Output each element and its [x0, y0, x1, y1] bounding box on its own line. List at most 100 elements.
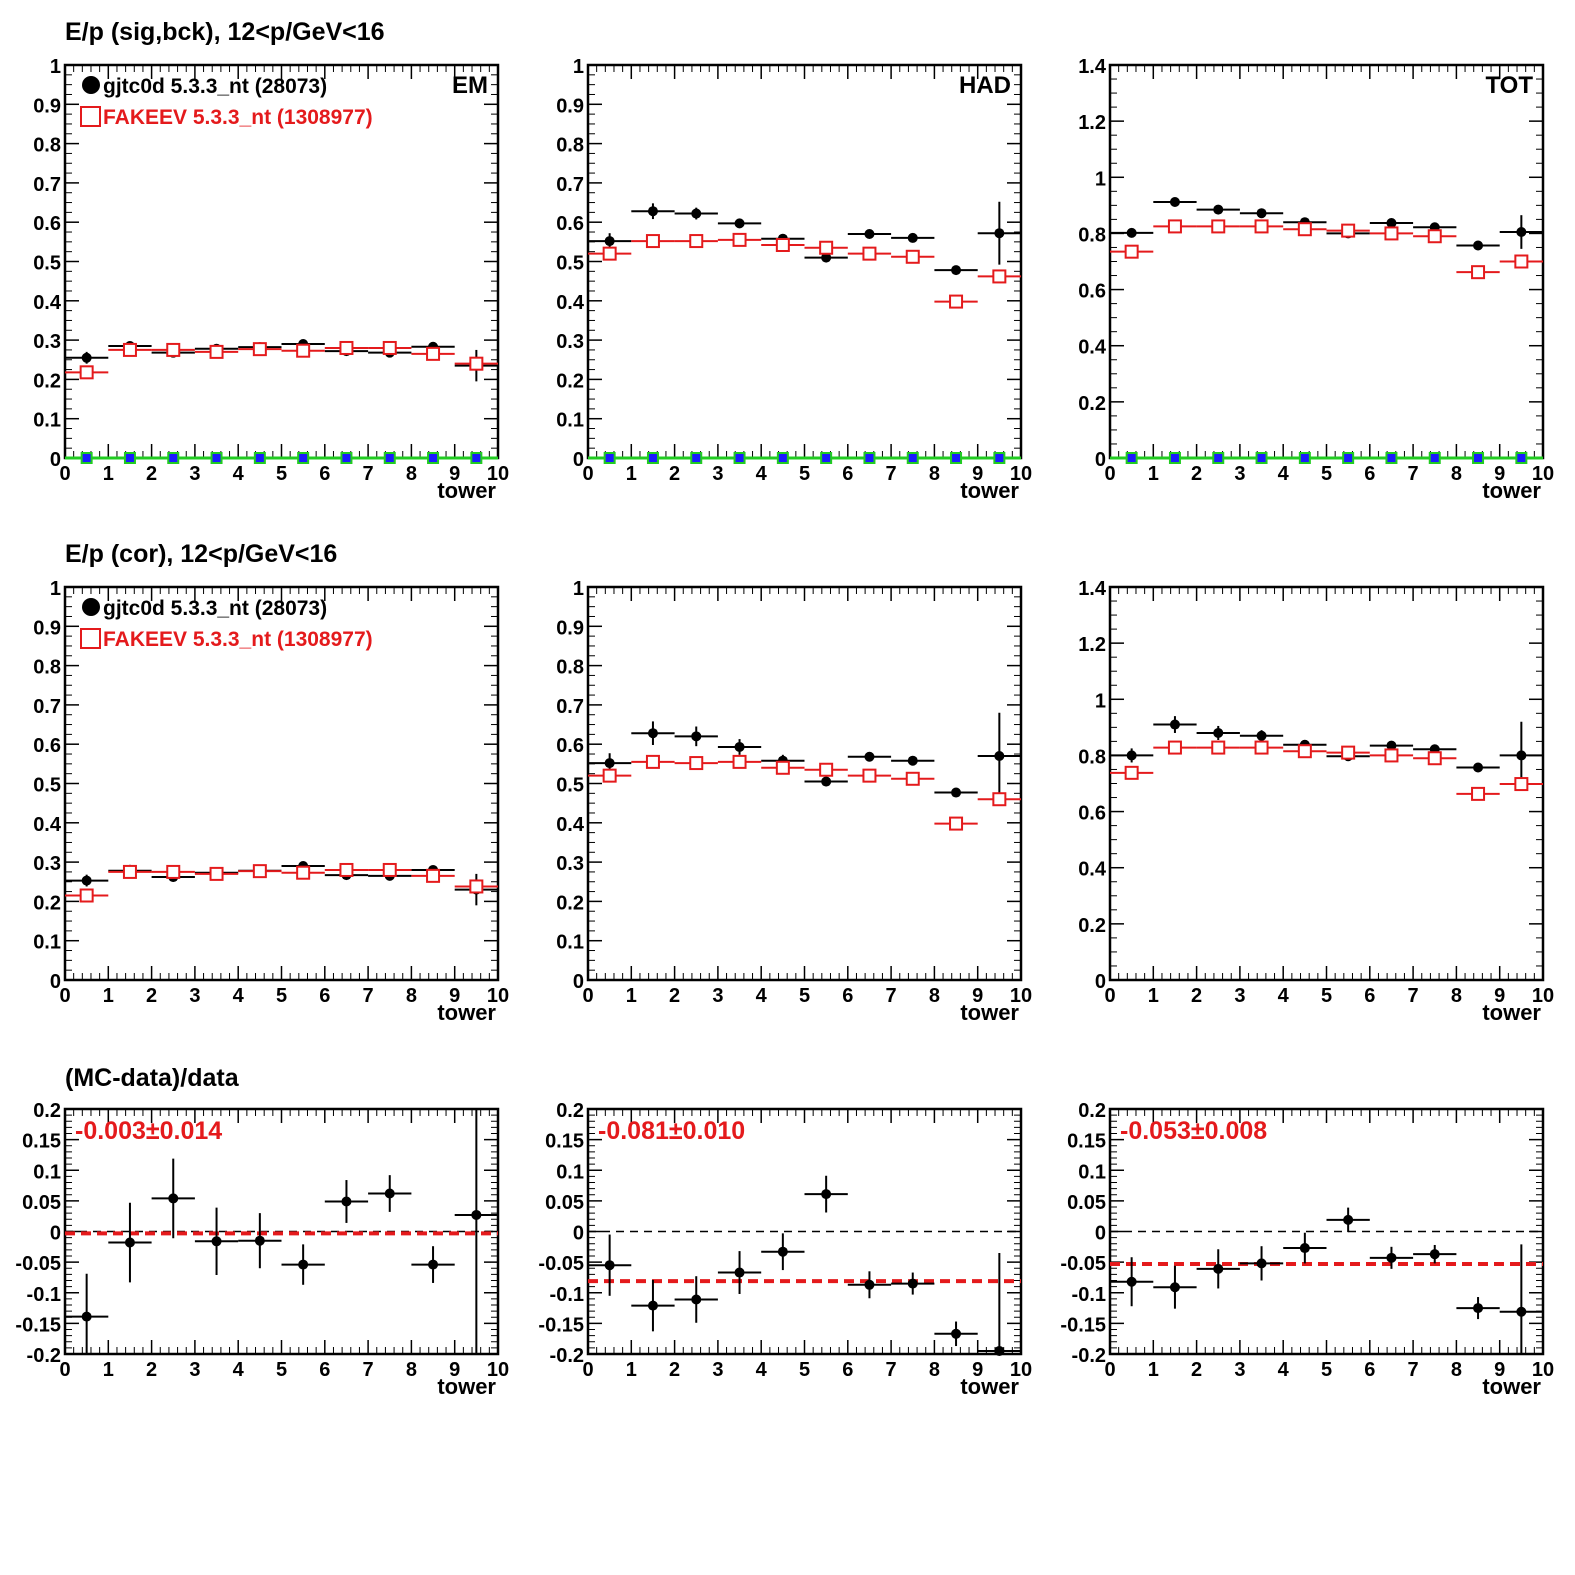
- y-tick-label: 0.05: [1067, 1192, 1106, 1214]
- x-tick-label: 9: [1494, 463, 1505, 485]
- x-tick-label: 0: [59, 985, 70, 1007]
- mc-marker: [992, 792, 1007, 807]
- x-tick-label: 10: [1010, 985, 1032, 1007]
- legend-label-mc: FAKEEV 5.3.3_nt (1308977): [103, 628, 373, 651]
- x-tick-label: 5: [1321, 1359, 1332, 1381]
- mc-marker: [949, 816, 964, 831]
- y-tick-label: -0.05: [538, 1253, 584, 1275]
- y-tick-label: 0.6: [1078, 803, 1106, 825]
- mc-marker: [819, 762, 834, 777]
- data-point: [994, 228, 1005, 239]
- x-tick-label: 1: [103, 1359, 114, 1381]
- mc-marker: [1211, 740, 1226, 755]
- data-point: [907, 755, 918, 766]
- legend-marker-mc: [80, 106, 101, 127]
- mc-marker: [905, 771, 920, 786]
- y-tick-label: -0.2: [27, 1345, 61, 1367]
- x-tick-label: 9: [449, 985, 460, 1007]
- mc-marker: [426, 346, 441, 361]
- mc-marker: [122, 864, 137, 879]
- x-axis-title: tower: [437, 1374, 496, 1399]
- x-tick-label: 10: [1532, 985, 1554, 1007]
- y-tick-label: 0: [1095, 971, 1106, 993]
- y-tick-label: 0.6: [33, 213, 61, 235]
- ratio-point: [1213, 1263, 1224, 1274]
- x-tick-label: 0: [582, 463, 593, 485]
- y-tick-label: 0: [573, 1223, 584, 1245]
- bck-marker: [1385, 452, 1398, 464]
- legend-label-data: gjtc0d 5.3.3_nt (28073): [103, 75, 327, 98]
- y-tick-label: 0.4: [556, 814, 585, 836]
- y-tick-label: 0.6: [556, 213, 584, 235]
- y-tick-label: 0.7: [556, 174, 584, 196]
- x-tick-label: 6: [1364, 1359, 1375, 1381]
- ratio-point: [428, 1259, 439, 1270]
- ratio-point: [298, 1259, 309, 1270]
- x-tick-label: 2: [146, 985, 157, 1007]
- y-tick-label: 0.8: [1078, 224, 1106, 246]
- x-tick-label: 3: [712, 985, 723, 1007]
- x-tick-label: 2: [146, 463, 157, 485]
- x-tick-label: 6: [319, 1359, 330, 1381]
- data-point: [691, 731, 702, 742]
- mc-marker: [775, 237, 790, 252]
- x-tick-label: 5: [276, 463, 287, 485]
- data-point: [734, 218, 745, 229]
- ratio-point: [1126, 1276, 1137, 1287]
- mean-annotation: -0.003±0.014: [75, 1117, 222, 1145]
- y-tick-label: 0.5: [556, 253, 584, 275]
- bck-marker: [80, 452, 93, 464]
- data-point: [1256, 730, 1267, 741]
- data-point: [1256, 208, 1267, 219]
- mc-marker: [1471, 265, 1486, 280]
- y-tick-label: 0.15: [545, 1131, 584, 1153]
- data-point: [1473, 240, 1484, 251]
- x-tick-label: 5: [276, 1359, 287, 1381]
- mc-marker: [1514, 777, 1529, 792]
- ratio-point: [1516, 1306, 1527, 1317]
- x-tick-label: 7: [363, 463, 374, 485]
- x-tick-label: 4: [1278, 1359, 1290, 1381]
- y-tick-label: 0.9: [556, 95, 584, 117]
- mc-marker: [1471, 786, 1486, 801]
- y-tick-label: 0.8: [556, 657, 584, 679]
- ratio-point: [254, 1235, 265, 1246]
- y-tick-label: 1.4: [1078, 56, 1107, 78]
- plot-frame: [586, 585, 1023, 982]
- x-tick-label: 6: [1364, 985, 1375, 1007]
- y-tick-label: 0: [573, 449, 584, 471]
- ratio-point: [777, 1246, 788, 1257]
- y-tick-label: 0.2: [556, 370, 584, 392]
- y-tick-label: -0.05: [15, 1253, 61, 1275]
- x-tick-label: 9: [449, 1359, 460, 1381]
- y-tick-label: 0.05: [22, 1192, 61, 1214]
- x-tick-label: 1: [626, 1359, 637, 1381]
- bck-marker: [1125, 452, 1138, 464]
- mc-marker: [209, 866, 224, 881]
- x-tick-label: 8: [1451, 985, 1462, 1007]
- row-title-ratio: (MC-data)/data: [65, 1064, 239, 1092]
- y-tick-label: 1.2: [1078, 112, 1106, 134]
- panel-EM-ratio: -0.2 -0.15 -0.1 -0.05 0 0.05 0.1 0.15 0.2 0 1 2 3 4 5 6…: [15, 1100, 509, 1399]
- ratio-point: [1386, 1252, 1397, 1263]
- y-tick-label: 0.2: [33, 1100, 61, 1122]
- data-point: [647, 728, 658, 739]
- ratio-point: [821, 1189, 832, 1200]
- bck-marker: [1515, 452, 1528, 464]
- x-tick-label: 1: [1148, 463, 1159, 485]
- ratio-point: [384, 1188, 395, 1199]
- data-point: [1386, 740, 1397, 751]
- y-tick-label: 0.4: [1078, 337, 1107, 359]
- bck-marker: [167, 452, 180, 464]
- y-tick-label: 0: [50, 971, 61, 993]
- x-tick-label: 1: [1148, 985, 1159, 1007]
- x-tick-label: 9: [449, 463, 460, 485]
- data-point: [1516, 227, 1527, 238]
- x-tick-label: 4: [233, 463, 245, 485]
- mc-marker: [819, 240, 834, 255]
- data-point: [734, 741, 745, 752]
- data-point: [1169, 719, 1180, 730]
- x-tick-label: 8: [1451, 1359, 1462, 1381]
- data-point: [691, 208, 702, 219]
